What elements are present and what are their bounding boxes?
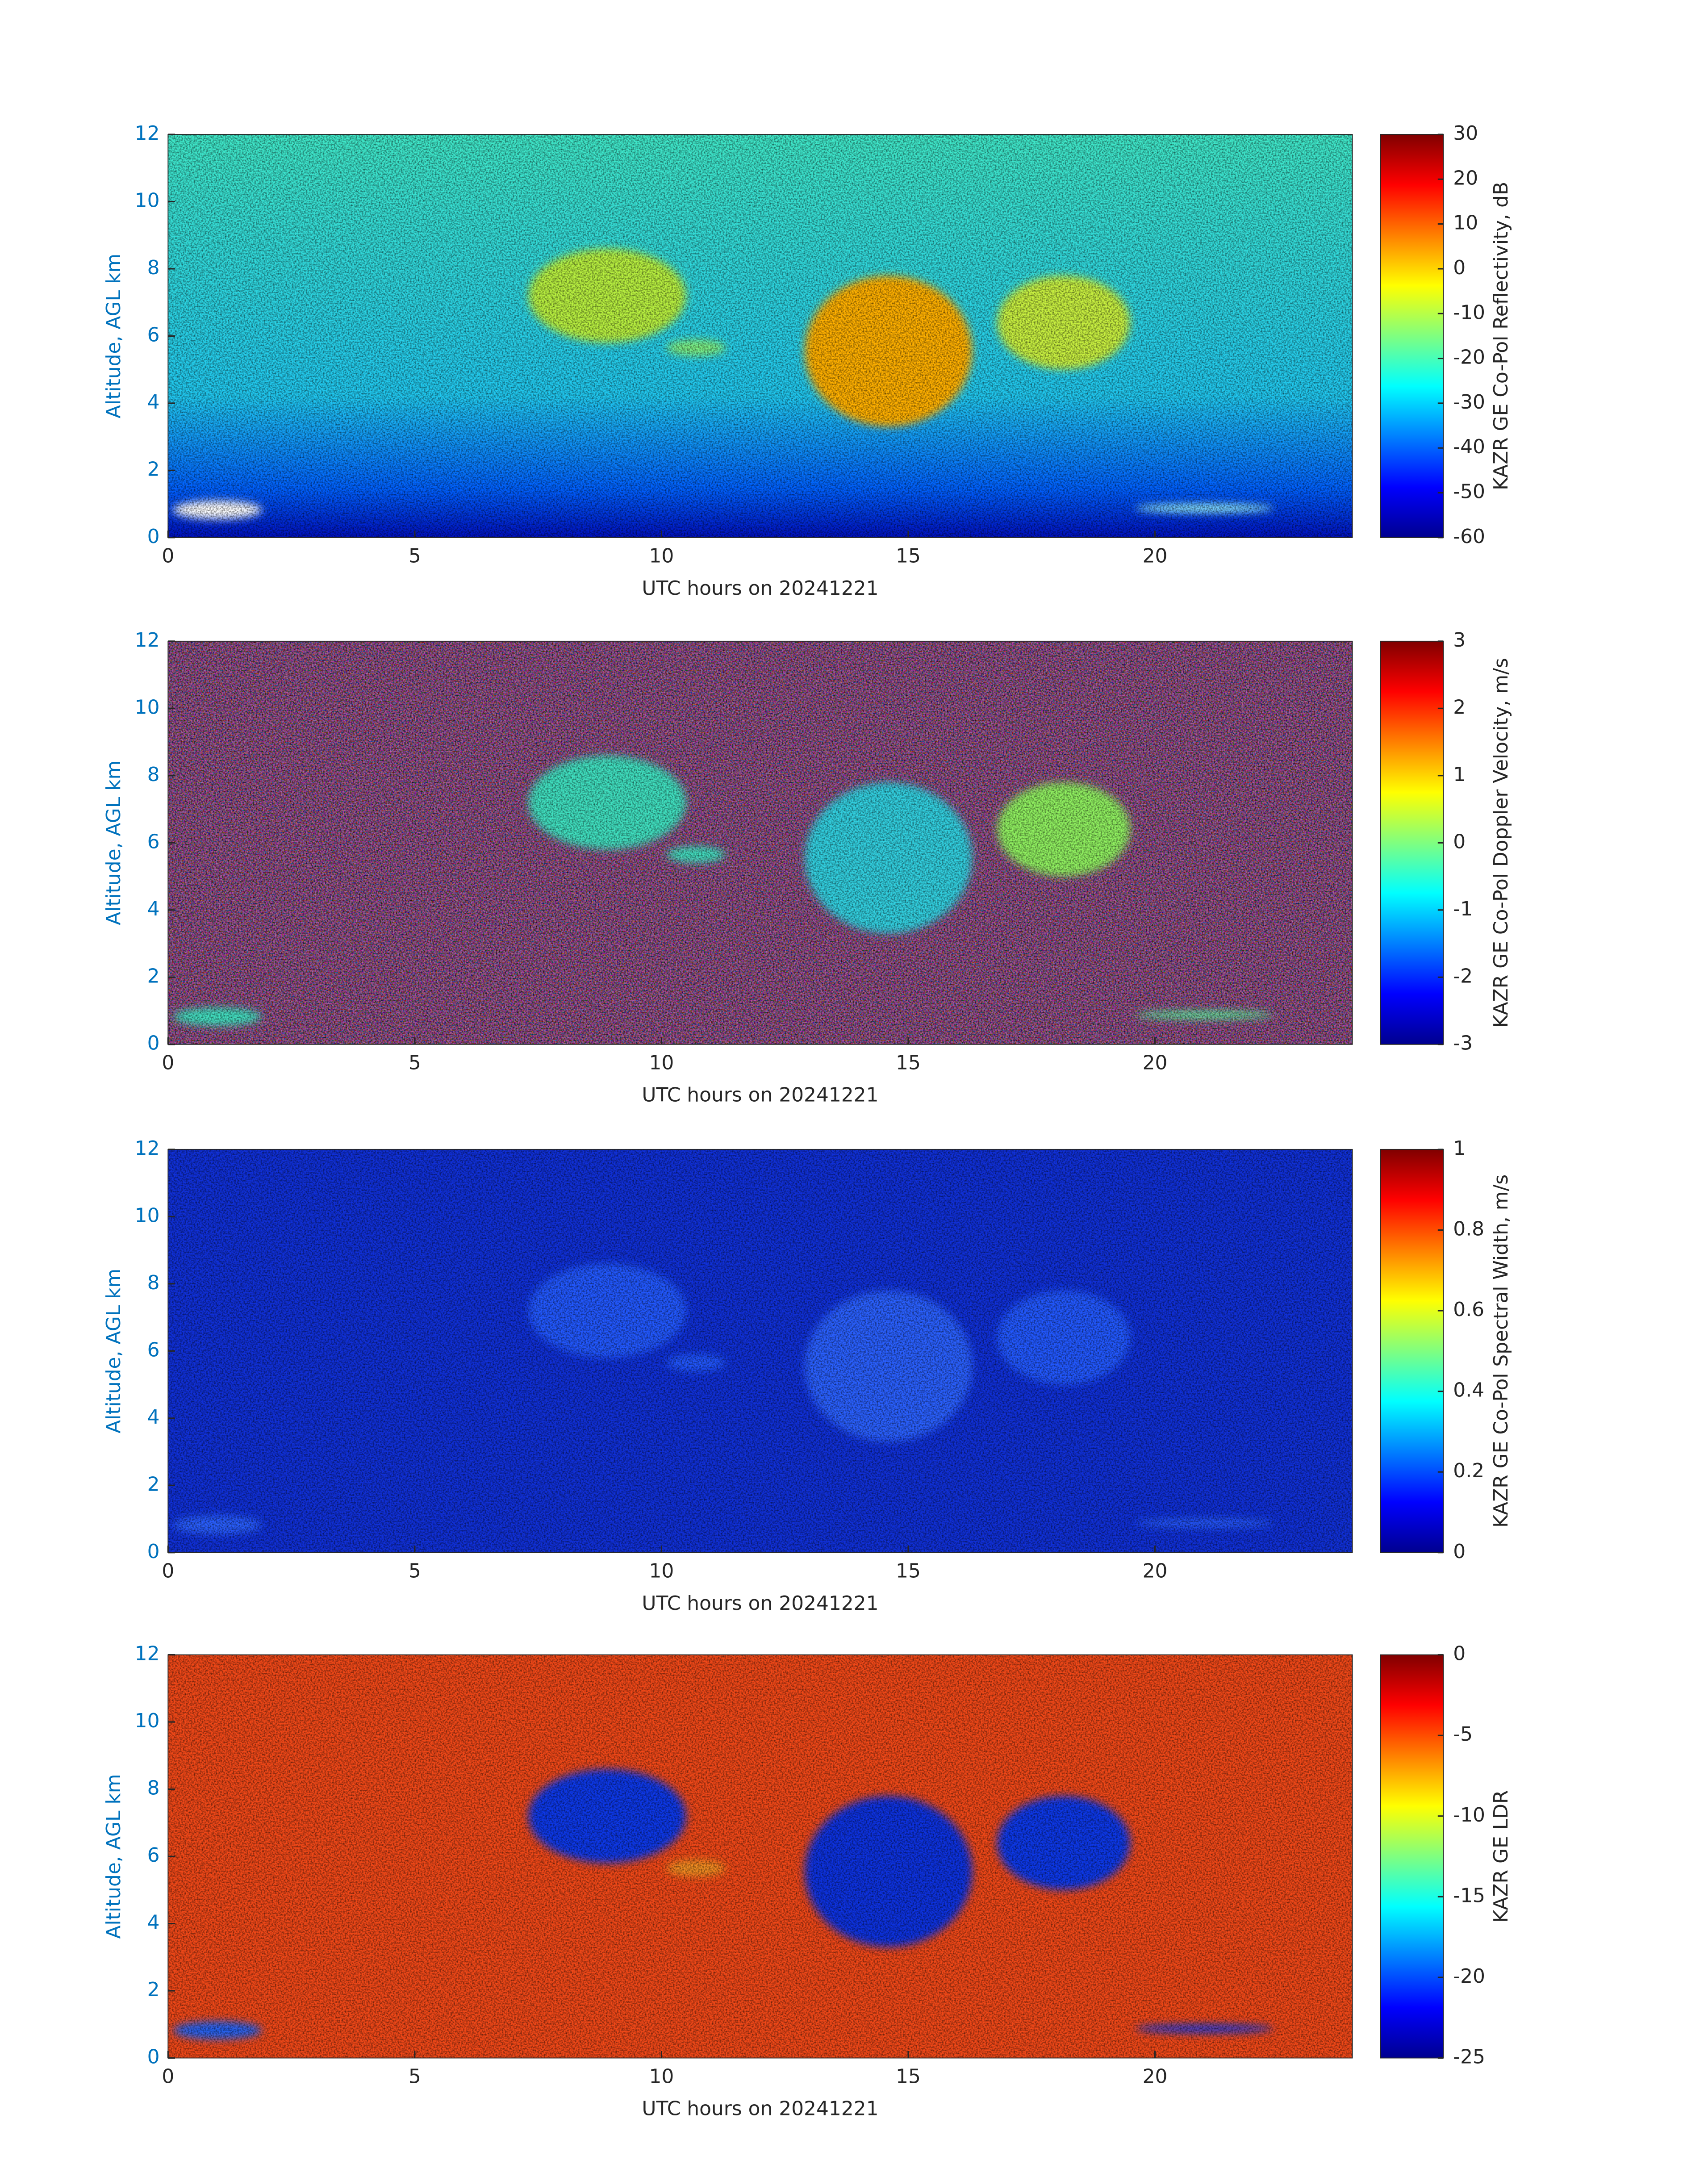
y-tick-label: 6 xyxy=(147,1844,160,1867)
colorbar-tick-label: 30 xyxy=(1453,122,1478,145)
x-axis-label: UTC hours on 20241221 xyxy=(642,2098,878,2120)
page: {"chart_data": [ {"type": "heatmap", "co… xyxy=(0,0,1708,2177)
x-tick-label: 10 xyxy=(649,1052,674,1074)
colorbar xyxy=(1380,1149,1443,1553)
colorbar-tick-label: -2 xyxy=(1453,965,1473,987)
heatmap-noise xyxy=(168,641,1352,1045)
y-tick-label: 10 xyxy=(135,1709,160,1732)
x-tick-label: 5 xyxy=(409,1052,421,1074)
y-tick-label: 12 xyxy=(135,629,160,652)
y-tick-label: 2 xyxy=(147,965,160,987)
x-axis-label: UTC hours on 20241221 xyxy=(642,1084,878,1107)
y-tick-label: 6 xyxy=(147,830,160,853)
y-tick-label: 4 xyxy=(147,1911,160,1934)
colorbar-tick-label: -60 xyxy=(1453,525,1485,548)
y-tick-label: 0 xyxy=(147,525,160,548)
x-tick-label: 5 xyxy=(409,545,421,568)
colorbar-tick-label: -30 xyxy=(1453,391,1485,414)
colorbar-tick-label: 0.6 xyxy=(1453,1298,1484,1321)
y-axis-label: Altitude, AGL km xyxy=(102,760,125,925)
colorbar-tick-label: -5 xyxy=(1453,1723,1473,1746)
colorbar-tick-label: -10 xyxy=(1453,301,1485,324)
colorbar-tick-label: 3 xyxy=(1453,629,1466,652)
y-tick-label: 12 xyxy=(135,1642,160,1665)
colorbar-label: KAZR GE Co-Pol Doppler Velocity, m/s xyxy=(1490,658,1512,1028)
y-tick-label: 6 xyxy=(147,323,160,346)
x-tick-label: 10 xyxy=(649,1560,674,1583)
colorbar-tick-label: 10 xyxy=(1453,212,1478,234)
y-tick-label: 4 xyxy=(147,898,160,920)
colorbar-tick-label: -15 xyxy=(1453,1884,1485,1907)
y-tick-label: 0 xyxy=(147,1540,160,1563)
y-tick-label: 12 xyxy=(135,122,160,145)
x-tick-label: 0 xyxy=(162,545,174,568)
y-axis-label: Altitude, AGL km xyxy=(102,1269,125,1433)
colorbar-tick-label: -50 xyxy=(1453,481,1485,503)
y-tick-label: 10 xyxy=(135,1204,160,1227)
colorbar-tick-label: 0.2 xyxy=(1453,1459,1484,1482)
colorbar-label: KAZR GE Co-Pol Reflectivity, dB xyxy=(1490,182,1512,490)
y-tick-label: 4 xyxy=(147,1406,160,1429)
heatmap-noise xyxy=(168,134,1352,538)
x-tick-label: 5 xyxy=(409,2065,421,2088)
colorbar-label: KAZR GE Co-Pol Spectral Width, m/s xyxy=(1490,1174,1512,1528)
colorbar xyxy=(1380,1655,1443,2058)
x-tick-label: 0 xyxy=(162,1560,174,1583)
heatmap-noise xyxy=(168,1655,1352,2058)
colorbar xyxy=(1380,641,1443,1045)
x-tick-label: 15 xyxy=(896,545,921,568)
y-axis-label: Altitude, AGL km xyxy=(102,254,125,418)
colorbar-tick-label: 0 xyxy=(1453,830,1466,853)
x-tick-label: 10 xyxy=(649,545,674,568)
colorbar-tick-label: 0.4 xyxy=(1453,1379,1484,1402)
y-tick-label: 2 xyxy=(147,458,160,481)
colorbar-tick-label: 0.8 xyxy=(1453,1217,1484,1240)
colorbar-tick-label: 0 xyxy=(1453,1540,1466,1563)
colorbar-tick-label: -20 xyxy=(1453,1965,1485,1988)
y-tick-label: 8 xyxy=(147,763,160,786)
colorbar xyxy=(1380,134,1443,538)
x-tick-label: 15 xyxy=(896,2065,921,2088)
y-tick-label: 10 xyxy=(135,189,160,212)
x-axis-label: UTC hours on 20241221 xyxy=(642,1592,878,1615)
x-tick-label: 20 xyxy=(1143,1560,1168,1583)
x-tick-label: 20 xyxy=(1143,545,1168,568)
y-tick-label: 4 xyxy=(147,391,160,414)
x-tick-label: 0 xyxy=(162,1052,174,1074)
y-tick-label: 6 xyxy=(147,1338,160,1361)
x-tick-label: 20 xyxy=(1143,2065,1168,2088)
x-tick-label: 20 xyxy=(1143,1052,1168,1074)
colorbar-tick-label: 2 xyxy=(1453,696,1466,719)
colorbar-label: KAZR GE LDR xyxy=(1490,1790,1512,1923)
y-tick-label: 8 xyxy=(147,1271,160,1294)
colorbar-tick-label: 1 xyxy=(1453,1137,1466,1160)
colorbar-tick-label: 0 xyxy=(1453,1642,1466,1665)
colorbar-tick-label: -20 xyxy=(1453,346,1485,369)
colorbar-tick-label: -25 xyxy=(1453,2046,1485,2068)
y-tick-label: 0 xyxy=(147,2046,160,2068)
y-tick-label: 2 xyxy=(147,1978,160,2001)
figure: 0 5 10 15 20024681012UTC hours on 20241221Al… xyxy=(0,0,1708,2177)
heatmap-noise xyxy=(168,1149,1352,1553)
y-tick-label: 8 xyxy=(147,256,160,279)
colorbar-tick-label: 0 xyxy=(1453,256,1466,279)
x-tick-label: 15 xyxy=(896,1052,921,1074)
x-tick-label: 5 xyxy=(409,1560,421,1583)
colorbar-tick-label: -1 xyxy=(1453,898,1473,920)
y-tick-label: 8 xyxy=(147,1777,160,1800)
colorbar-tick-label: 20 xyxy=(1453,167,1478,189)
y-tick-label: 0 xyxy=(147,1032,160,1055)
y-axis-label: Altitude, AGL km xyxy=(102,1774,125,1939)
colorbar-tick-label: 1 xyxy=(1453,763,1466,786)
y-tick-label: 2 xyxy=(147,1473,160,1496)
colorbar-tick-label: -40 xyxy=(1453,435,1485,458)
colorbar-tick-label: -10 xyxy=(1453,1804,1485,1826)
x-axis-label: UTC hours on 20241221 xyxy=(642,577,878,600)
colorbar-tick-label: -3 xyxy=(1453,1032,1473,1055)
x-tick-label: 0 xyxy=(162,2065,174,2088)
y-tick-label: 12 xyxy=(135,1137,160,1160)
x-tick-label: 15 xyxy=(896,1560,921,1583)
x-tick-label: 10 xyxy=(649,2065,674,2088)
y-tick-label: 10 xyxy=(135,696,160,719)
